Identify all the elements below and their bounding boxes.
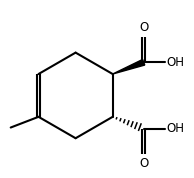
Text: OH: OH — [167, 56, 185, 69]
Text: OH: OH — [167, 122, 185, 135]
Text: O: O — [139, 21, 148, 34]
Polygon shape — [113, 59, 145, 74]
Text: O: O — [139, 157, 148, 170]
